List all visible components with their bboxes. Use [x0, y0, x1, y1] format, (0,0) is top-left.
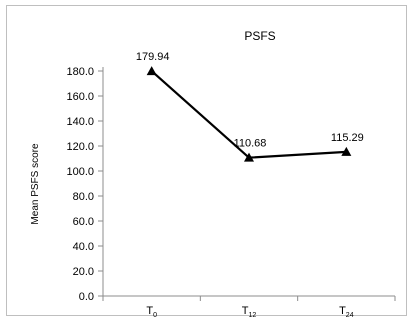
x-tick-label-subscript: 0: [153, 312, 157, 319]
data-label: 115.29: [331, 132, 364, 144]
y-tick-label: 40.0: [73, 241, 94, 253]
x-tick-label-subscript: 12: [248, 312, 256, 319]
y-tick-label: 0.0: [79, 291, 94, 303]
y-tick-label: 140.0: [66, 116, 94, 128]
data-point-marker: [244, 152, 254, 162]
data-point-marker: [146, 66, 157, 76]
chart-frame: [6, 5, 407, 316]
x-tick-label: T12: [242, 305, 257, 319]
y-axis-label: Mean PSFS score: [30, 143, 41, 225]
y-tick-label: 100.0: [66, 166, 94, 178]
x-tick-label: T0: [146, 305, 157, 319]
y-tick-group: 0.0 20.0 40.0 60.0 80.0 100.0 120.0 140.0 160.0 1…: [66, 66, 103, 303]
x-tick-label: T24: [339, 305, 354, 319]
data-point-marker: [341, 146, 352, 156]
x-tick-label-base: T: [146, 305, 153, 317]
x-tick-label-subscript: 24: [346, 312, 354, 319]
y-tick-label: 60.0: [73, 216, 94, 228]
x-tick-label-base: T: [242, 305, 249, 317]
data-label: 179.94: [136, 51, 170, 63]
y-tick-label: 20.0: [73, 266, 94, 278]
y-tick-label: 160.0: [66, 91, 94, 103]
series-layer: 179.94 110.68 115.29: [136, 51, 364, 162]
y-tick-label: 120.0: [66, 141, 94, 153]
data-label: 110.68: [234, 138, 267, 150]
x-tick-label-base: T: [339, 305, 346, 317]
y-tick-label: 80.0: [73, 191, 94, 203]
chart-title: PSFS: [244, 29, 275, 43]
x-tick-group: T0 T12 T24: [102, 296, 396, 319]
y-tick-label: 180.0: [66, 66, 94, 78]
